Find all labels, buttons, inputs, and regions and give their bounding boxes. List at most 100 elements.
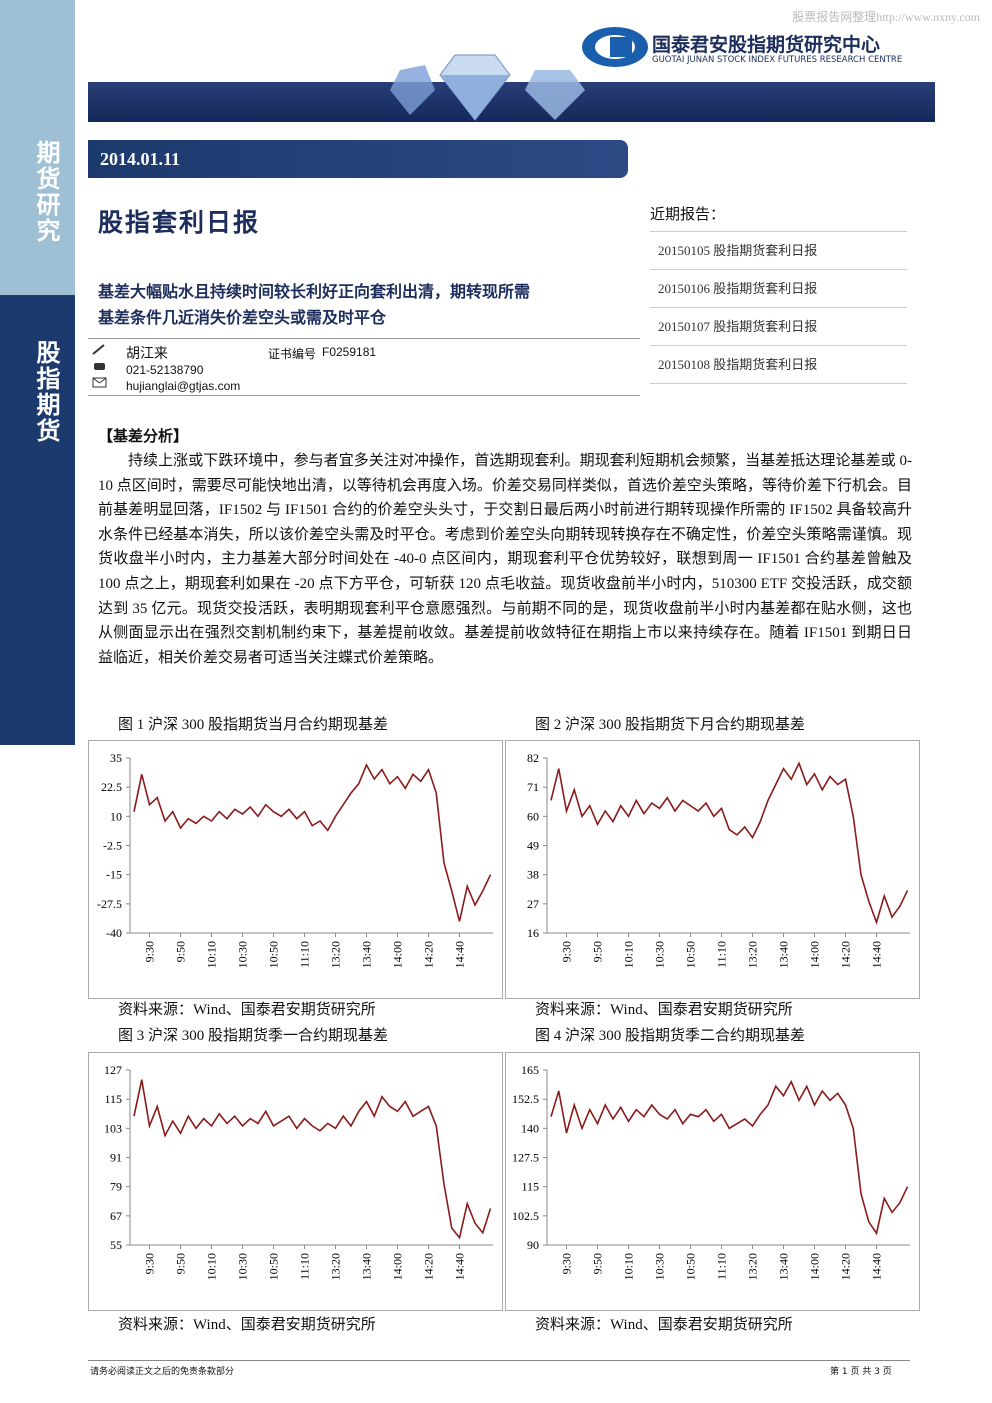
data-line — [550, 761, 909, 925]
x-tick-label: 10:10 — [622, 941, 636, 968]
cert-number: F0259181 — [322, 345, 377, 359]
line-chart: 35 22.5 10 -2.5 -15 -27.5 -40 9:30 9:50 10:10 10:3… — [88, 740, 503, 999]
phone: 021-52138790 — [126, 363, 204, 377]
line-chart: 82 71 60 49 38 27 16 9:30 9:50 10:10 10:30 10:50 11:… — [505, 740, 920, 999]
subtitle: 基差条件几近消失价差空头或需及时平仓 — [98, 310, 387, 327]
chart-source: 资料来源：Wind、国泰君安期货研究所 — [535, 1002, 793, 1018]
x-tick-label: 13:20 — [746, 941, 760, 968]
y-tick-label: 16 — [527, 926, 539, 940]
x-tick-label: 13:20 — [746, 1253, 760, 1280]
y-tick-label: 165 — [521, 1063, 539, 1077]
sidebar-label: 股指期货 — [32, 340, 58, 444]
x-tick-label: 14:20 — [422, 941, 436, 968]
x-tick-label: 10:30 — [653, 1253, 667, 1280]
x-tick-label: 9:50 — [591, 1253, 605, 1274]
x-tick-label: 13:20 — [329, 1253, 343, 1280]
data-line — [550, 1079, 909, 1236]
chart-title: 图 2 沪深 300 股指期货下月合约期现基差 — [535, 717, 806, 733]
chart-frame — [88, 740, 503, 999]
date: 2014.01.11 — [88, 140, 628, 178]
x-tick-label: 10:10 — [205, 1253, 219, 1280]
x-tick-label: 10:30 — [236, 941, 250, 968]
x-tick-label: 10:10 — [205, 941, 219, 968]
data-line — [133, 763, 492, 922]
x-tick-label: 14:20 — [839, 1253, 853, 1280]
chart-title: 图 1 沪深 300 股指期货当月合约期现基差 — [118, 717, 389, 733]
x-tick-label: 9:30 — [143, 941, 157, 962]
company-cn: 国泰君安股指期货研究中心 — [652, 34, 881, 56]
y-tick-label: 127 — [104, 1063, 122, 1077]
chart-frame — [505, 740, 920, 999]
watermark: 股票报告网整理http://www.nxny.com — [792, 10, 980, 24]
x-tick-label: 13:40 — [777, 1253, 791, 1280]
report-title: 股指套利日报 — [98, 210, 261, 237]
x-tick-label: 14:00 — [808, 941, 822, 968]
chart-source: 资料来源：Wind、国泰君安期货研究所 — [535, 1317, 793, 1333]
data-line — [133, 1079, 492, 1240]
y-tick-label: 102.5 — [512, 1209, 539, 1223]
x-tick-label: 14:40 — [870, 1253, 884, 1280]
y-tick-label: -27.5 — [97, 897, 122, 911]
x-tick-label: 9:50 — [591, 941, 605, 962]
x-tick-label: 9:50 — [174, 941, 188, 962]
x-tick-label: 14:00 — [391, 941, 405, 968]
x-tick-label: 13:40 — [777, 941, 791, 968]
diamond-art — [390, 54, 585, 121]
x-tick-label: 11:10 — [298, 1253, 312, 1280]
recent-item: 20150105 股指期货套利日报 — [650, 231, 907, 269]
x-tick-label: 13:20 — [329, 941, 343, 968]
body-text: 持续上涨或下跌环境中，参与者宜多关注对冲操作，首选期现套利。期现套利短期机会频繁… — [98, 453, 912, 666]
y-tick-label: 103 — [104, 1121, 122, 1135]
y-tick-label: 49 — [527, 839, 539, 853]
company-en: GUOTAI JUNAN STOCK INDEX FUTURES RESEARC… — [652, 55, 903, 65]
email: hujianglai@gtjas.com — [126, 379, 241, 393]
x-tick-label: 10:30 — [653, 941, 667, 968]
y-tick-label: 115 — [104, 1092, 122, 1106]
recent-item: 20150107 股指期货套利日报 — [650, 307, 907, 345]
logo — [582, 27, 648, 67]
chart-frame — [88, 1052, 503, 1311]
section-heading: 【基差分析】 — [98, 429, 189, 445]
y-tick-label: -15 — [106, 868, 122, 882]
y-tick-label: 10 — [110, 809, 122, 823]
y-tick-label: 82 — [527, 751, 539, 765]
x-tick-label: 14:00 — [391, 1253, 405, 1280]
x-tick-label: 10:50 — [684, 1253, 698, 1280]
x-tick-label: 11:10 — [298, 941, 312, 968]
x-tick-label: 14:40 — [870, 941, 884, 968]
x-tick-label: 10:30 — [236, 1253, 250, 1280]
chart-title: 图 3 沪深 300 股指期货季一合约期现基差 — [118, 1028, 389, 1044]
chart-source: 资料来源：Wind、国泰君安期货研究所 — [118, 1002, 376, 1018]
y-tick-label: 27 — [527, 897, 539, 911]
y-tick-label: 67 — [110, 1209, 122, 1223]
y-tick-label: 79 — [110, 1180, 122, 1194]
x-tick-label: 14:40 — [453, 1253, 467, 1280]
y-tick-label: 22.5 — [101, 780, 122, 794]
author-box — [88, 338, 640, 396]
y-tick-label: 55 — [110, 1238, 122, 1252]
recent-item: 20150106 股指期货套利日报 — [650, 269, 907, 307]
x-tick-label: 10:50 — [267, 941, 281, 968]
line-chart: 127 115 103 91 79 67 55 9:30 9:50 10:10 10:30 10:50… — [88, 1052, 503, 1311]
banner — [88, 82, 935, 122]
x-tick-label: 14:00 — [808, 1253, 822, 1280]
author-icons — [92, 344, 107, 388]
x-tick-label: 10:50 — [267, 1253, 281, 1280]
sidebar-top — [0, 0, 75, 295]
y-tick-label: 140 — [521, 1121, 539, 1135]
y-tick-label: -2.5 — [103, 839, 122, 853]
line-chart: 165 152.5 140 127.5 115 102.5 90 9:30 9:50 10:10 1… — [505, 1052, 920, 1311]
y-tick-label: 91 — [110, 1151, 122, 1165]
x-tick-label: 9:50 — [174, 1253, 188, 1274]
x-tick-label: 13:40 — [360, 941, 374, 968]
x-tick-label: 14:20 — [839, 941, 853, 968]
x-tick-label: 9:30 — [143, 1253, 157, 1274]
recent-heading: 近期报告： — [650, 207, 726, 223]
x-tick-label: 10:50 — [684, 941, 698, 968]
sidebar-label: 期货研究 — [32, 140, 58, 244]
y-tick-label: 90 — [527, 1238, 539, 1252]
x-tick-label: 11:10 — [715, 1253, 729, 1280]
chart-source: 资料来源：Wind、国泰君安期货研究所 — [118, 1317, 376, 1333]
recent-list: 20150105 股指期货套利日报 20150106 股指期货套利日报 201501… — [650, 231, 907, 384]
